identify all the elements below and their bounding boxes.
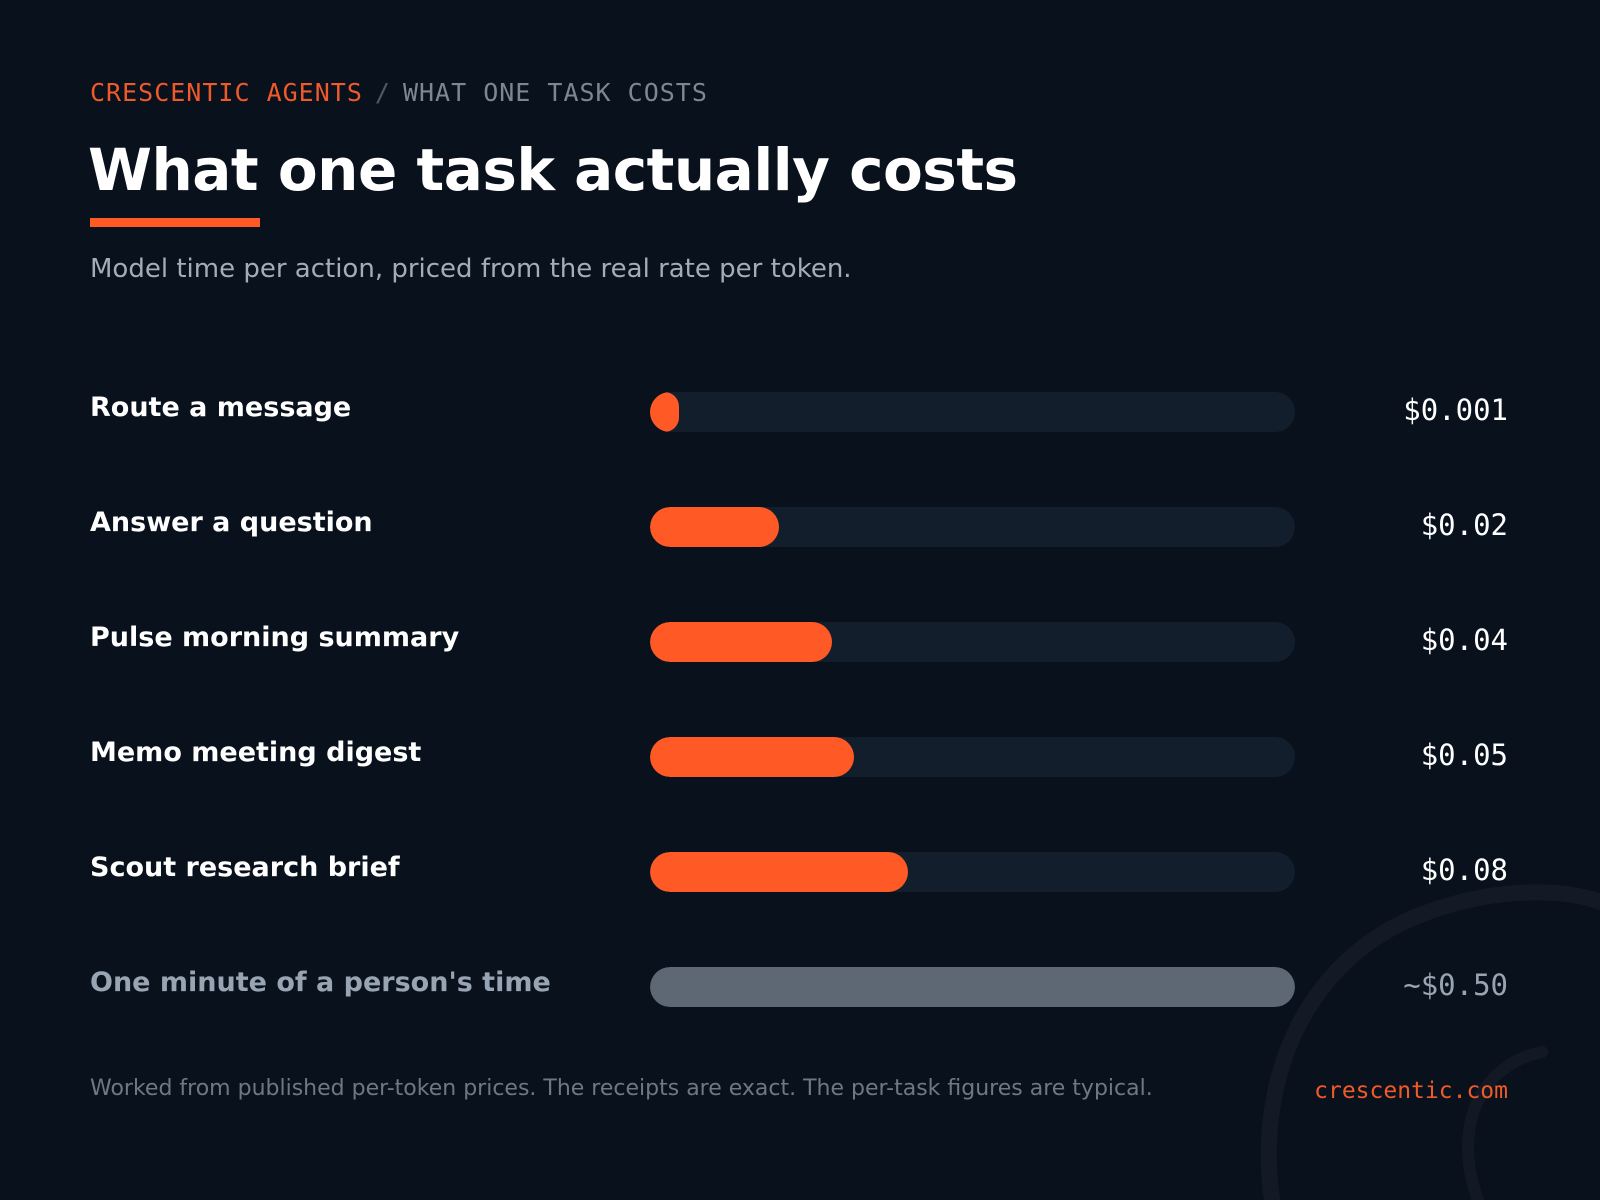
bar-label: Route a message [90,392,352,423]
title-underline [90,218,260,227]
bar-track [650,852,1295,892]
brand-name: CRESCENTIC AGENTS [90,78,363,107]
bar [650,622,832,662]
bar-value-label: ~$0.50 [1403,968,1508,1002]
bar-label: Memo meeting digest [90,737,422,768]
bar [650,737,854,777]
bar-track [650,737,1295,777]
bar [650,967,1295,1007]
bar-value-label: $0.02 [1420,508,1508,542]
bar-label: Scout research brief [90,852,400,883]
website-link[interactable]: crescentic.com [1314,1078,1508,1104]
chart-subtitle: Model time per action, priced from the r… [90,254,852,284]
bar [650,392,679,432]
bar [650,507,779,547]
bar-label: Answer a question [90,507,373,538]
bar-value-label: $0.05 [1420,738,1508,772]
section-name: WHAT ONE TASK COSTS [402,78,708,107]
bar-value-label: $0.04 [1420,623,1508,657]
breadcrumb: CRESCENTIC AGENTS / WHAT ONE TASK COSTS [90,78,708,107]
bar-track [650,622,1295,662]
bar-label: One minute of a person's time [90,967,551,998]
footnote: Worked from published per-token prices. … [90,1076,1153,1101]
breadcrumb-separator: / [374,78,391,107]
bar-value-label: $0.001 [1403,393,1508,427]
chart-title: What one task actually costs [88,136,1018,204]
bar-value-label: $0.08 [1420,853,1508,887]
bar-track [650,392,1295,432]
bar-track [650,507,1295,547]
bar [650,852,908,892]
bar-label: Pulse morning summary [90,622,460,653]
bar-track [650,967,1295,1007]
